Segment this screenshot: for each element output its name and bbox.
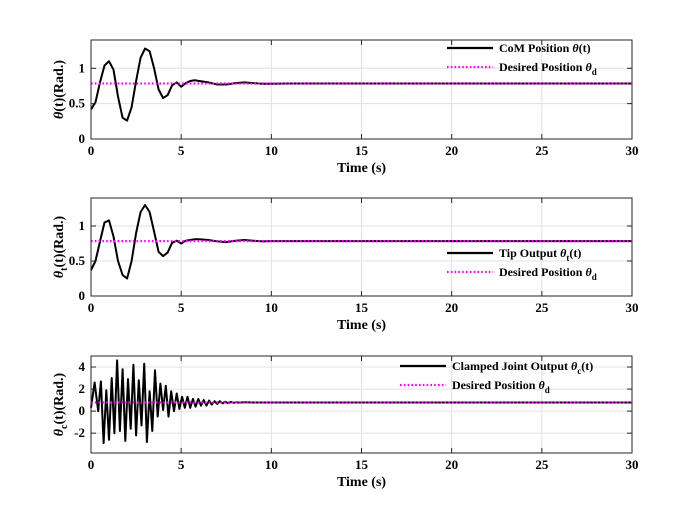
x-tick-label: 30 (626, 300, 639, 315)
x-tick-label: 5 (178, 300, 185, 315)
y-tick-label: -2 (74, 425, 85, 440)
y-tick-label: 0 (79, 131, 86, 146)
y-tick-label: 1 (79, 60, 86, 75)
x-tick-label: 0 (88, 457, 95, 472)
x-tick-label: 15 (355, 300, 369, 315)
x-tick-label: 0 (88, 300, 95, 315)
x-tick-label: 10 (265, 300, 278, 315)
y-axis-label: θt(t)(Rad.) (52, 216, 70, 279)
x-tick-label: 5 (178, 143, 185, 158)
x-tick-label: 20 (445, 143, 458, 158)
legend-label: Clamped Joint Output θc(t) (452, 359, 593, 376)
legend-label: Desired Position θd (499, 265, 597, 282)
x-axis-label: Time (s) (337, 475, 386, 490)
legend: Tip Output θt(t) Desired Position θd (447, 246, 597, 282)
y-tick-label: 0 (79, 403, 86, 418)
y-tick-label: 1 (79, 218, 86, 233)
x-axis-label: Time (s) (337, 318, 386, 333)
x-tick-label: 10 (265, 457, 278, 472)
legend-label: CoM Position θ(t) (499, 41, 591, 55)
x-tick-label: 10 (265, 143, 278, 158)
y-tick-label: 4 (79, 359, 86, 374)
y-tick-label: 0 (79, 288, 86, 303)
x-tick-label: 15 (355, 457, 369, 472)
x-tick-label: 30 (626, 143, 639, 158)
x-tick-label: 30 (626, 457, 639, 472)
legend: Clamped Joint Output θc(t) Desired Positi… (400, 359, 593, 395)
chart-panel-3: 0 5 10 15 20 25 30 -2 0 2 4 Time (s) θc(t)(Rad.) Clam… (52, 355, 639, 490)
y-tick-label: 0.5 (69, 96, 86, 111)
x-tick-label: 5 (178, 457, 185, 472)
y-axis-label: θc(t)(Rad.) (52, 372, 70, 436)
x-tick-label: 25 (535, 143, 549, 158)
y-tick-label: 2 (79, 381, 86, 396)
chart-panel-1: 0 5 10 15 20 25 30 0 0.5 1 Time (s) θ(t)(Rad.) CoM P… (52, 39, 639, 176)
x-tick-label: 25 (535, 457, 549, 472)
legend-label: Tip Output θt(t) (499, 246, 581, 263)
y-axis-label: θ(t)(Rad.) (52, 60, 67, 119)
x-tick-label: 25 (535, 300, 549, 315)
response-line (90, 47, 632, 122)
x-tick-label: 20 (445, 457, 458, 472)
x-tick-label: 15 (355, 143, 369, 158)
y-tick-label: 0.5 (69, 253, 86, 268)
response-line (90, 204, 632, 280)
legend: CoM Position θ(t) Desired Position θd (447, 41, 597, 77)
legend-label: Desired Position θd (499, 60, 597, 77)
chart-panel-2: 0 5 10 15 20 25 30 0 0.5 1 Time (s) θt(t)(Rad.) Tip … (52, 197, 639, 333)
legend-label: Desired Position θd (452, 378, 550, 395)
x-axis-label: Time (s) (337, 161, 386, 176)
x-tick-label: 0 (88, 143, 95, 158)
x-tick-label: 20 (445, 300, 458, 315)
